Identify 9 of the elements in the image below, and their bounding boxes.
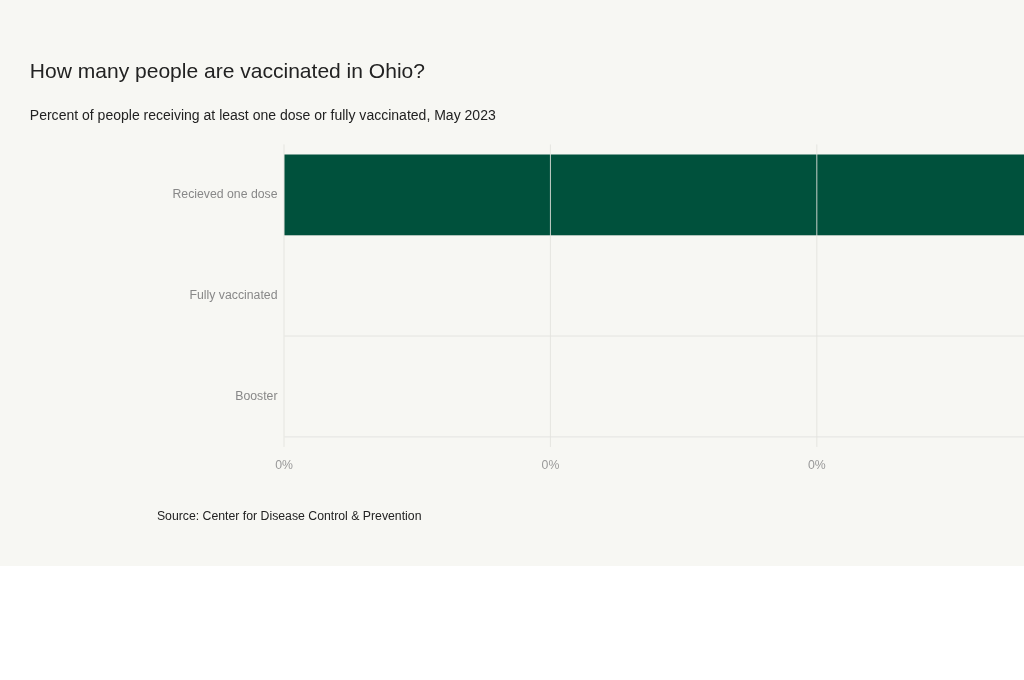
text: 0% <box>275 457 294 472</box>
chart-subtitle: Percent of people receiving at least one dose or fully vaccinated, May 2023 <box>29 107 496 124</box>
text: 0% <box>541 457 560 472</box>
y-tick-label: Booster <box>235 389 278 404</box>
source-note: Source: Center for Disease Control & Prevention <box>156 508 422 523</box>
chart-title: How many people are vaccinated in Ohio? <box>29 59 425 83</box>
y-tick-label: Recieved one dose <box>172 187 278 202</box>
text: 0% <box>807 457 826 472</box>
y-tick-label: Fully vaccinated <box>189 288 278 303</box>
